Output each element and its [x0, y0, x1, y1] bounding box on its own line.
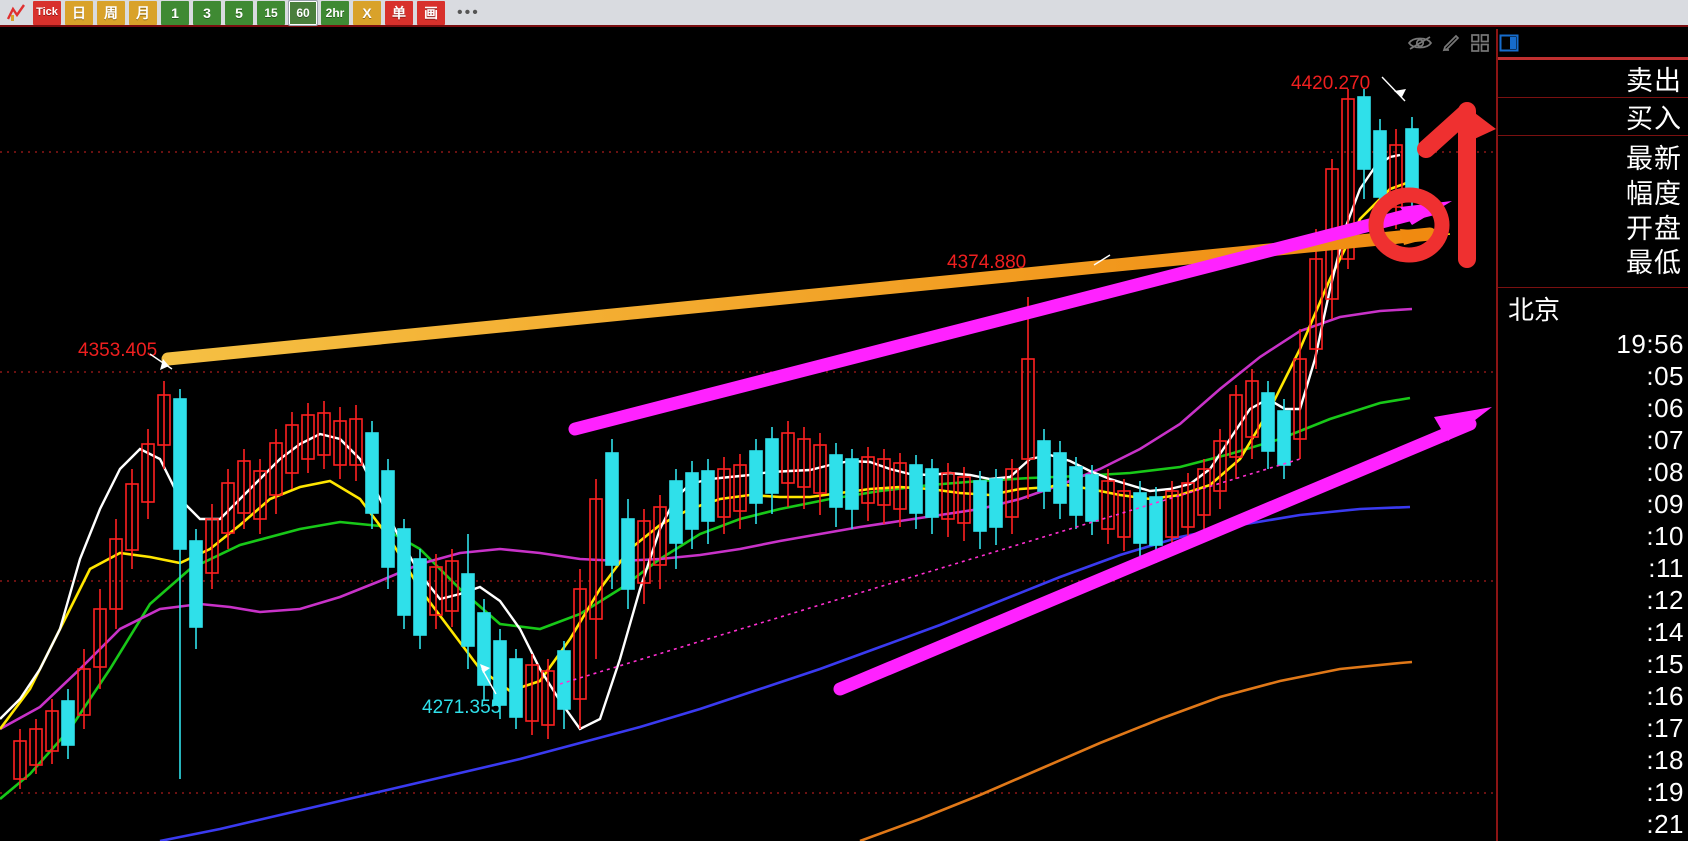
- chart-canvas: [0, 89, 1496, 841]
- quote-stats: 最新 幅度 开盘 最低: [1498, 136, 1688, 288]
- eye-hide-icon[interactable]: [1407, 34, 1433, 57]
- hour2-button[interactable]: 2hr: [321, 0, 349, 25]
- time-item: :09: [1646, 488, 1684, 519]
- app-logo-glyph: [6, 3, 25, 21]
- time-item: :07: [1646, 424, 1684, 455]
- ma-blue-line: [159, 505, 1411, 841]
- daily-button[interactable]: 日: [65, 0, 93, 25]
- panel-top-divider: [1498, 57, 1688, 60]
- sell-row[interactable]: 卖出: [1498, 60, 1688, 98]
- magenta-upper-channel-arrow: [568, 201, 1452, 436]
- time-item: :15: [1646, 648, 1684, 679]
- weekly-button[interactable]: 周: [97, 0, 125, 25]
- min1-button[interactable]: 1: [161, 0, 189, 25]
- time-item: :12: [1646, 584, 1684, 615]
- order-rows: 卖出 买入 最新 幅度 开盘 最低 北京 19:56 :05 :06 :07 :…: [1498, 60, 1688, 841]
- time-item: :10: [1646, 520, 1684, 551]
- time-item: :05: [1646, 360, 1684, 391]
- low-label: 最低: [1626, 248, 1682, 279]
- quote-side-panel: 卖出 买入 最新 幅度 开盘 最低 北京 19:56 :05 :06 :07 :…: [1407, 29, 1688, 841]
- ma-green-line: [0, 396, 1411, 800]
- pencil-draw-icon[interactable]: [1441, 33, 1461, 58]
- time-item: :18: [1646, 744, 1684, 775]
- monthly-button[interactable]: 月: [129, 0, 157, 25]
- red-up-arrow-markup: [1417, 102, 1496, 268]
- time-item: :06: [1646, 392, 1684, 423]
- dotted-support-line: [559, 458, 1301, 685]
- x-button[interactable]: X: [353, 0, 381, 25]
- gridlines: [0, 151, 1496, 794]
- ma-white-line: [0, 153, 1401, 731]
- app-logo-icon[interactable]: [3, 1, 29, 25]
- time-item: :11: [1648, 552, 1684, 583]
- chart-tool-icons: [1407, 33, 1519, 58]
- time-item: :14: [1646, 616, 1684, 647]
- time-item: :19: [1646, 776, 1684, 807]
- period-toolbar: Tick 日 周 月 1 3 5 15 60 2hr X 单 画 •••: [0, 0, 1688, 27]
- time-item: :16: [1646, 680, 1684, 711]
- high-price-label: 4420.270: [1291, 73, 1371, 94]
- time-item: :08: [1646, 456, 1684, 487]
- time-item: 19:56: [1616, 328, 1684, 359]
- ma-magenta-line: [0, 307, 1413, 731]
- ma-yellow-line: [0, 179, 1413, 730]
- time-item: :21: [1646, 808, 1684, 839]
- panel-toggle-icon[interactable]: [1499, 33, 1519, 58]
- more-options-button[interactable]: •••: [457, 3, 480, 21]
- buy-row[interactable]: 买入: [1498, 98, 1688, 136]
- candlestick-chart[interactable]: 4420.270 4374.880 4353.405 4271.355: [0, 29, 1496, 841]
- single-button[interactable]: 单: [385, 0, 413, 25]
- time-item: :17: [1646, 712, 1684, 743]
- draw-button[interactable]: 画: [417, 0, 445, 25]
- grid-layout-icon[interactable]: [1470, 33, 1490, 58]
- min15-button[interactable]: 15: [257, 0, 285, 25]
- tick-button[interactable]: Tick: [33, 0, 61, 25]
- ma-orange-line: [859, 660, 1413, 841]
- open-label: 开盘: [1626, 213, 1682, 244]
- red-circle-highlight: [1368, 187, 1450, 263]
- candlestick-series: [13, 89, 1419, 789]
- resistance-price-label: 4374.880: [947, 252, 1027, 273]
- magenta-lower-channel-arrow: [833, 407, 1492, 696]
- min5-button[interactable]: 5: [225, 0, 253, 25]
- timezone-city-label: 北京: [1508, 294, 1561, 325]
- latest-label: 最新: [1626, 143, 1682, 174]
- low-price-label: 4271.355: [422, 697, 502, 718]
- change-label: 幅度: [1626, 178, 1682, 209]
- min60-button[interactable]: 60: [288, 0, 318, 26]
- prior-high-price-label: 4353.405: [78, 340, 158, 361]
- min3-button[interactable]: 3: [193, 0, 221, 25]
- time-axis-list: 19:56 :05 :06 :07 :08 :09 :10 :11 :12 :1…: [1498, 328, 1688, 841]
